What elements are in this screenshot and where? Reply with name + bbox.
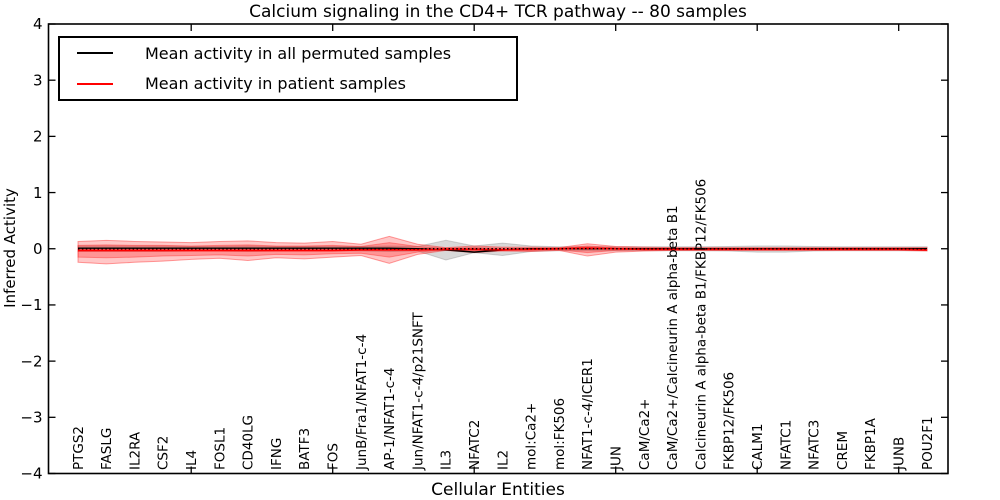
x-entity-label: IL4 [184,450,200,470]
y-tick-label: 0 [33,240,43,258]
x-entity-label: IFNG [269,438,285,470]
x-entity-label: mol:Ca2+ [524,403,540,470]
tick-layer [48,23,948,475]
x-entity-label: JUN [609,446,625,471]
x-entity-label: BATF3 [297,428,313,470]
x-entity-label: POU2F1 [920,416,936,470]
x-entity-label: CaM/Ca2+/Calcineurin A alpha-beta B1 [665,205,681,470]
legend: Mean activity in all permuted samples Me… [58,36,518,101]
x-entity-label: mol:FK506 [552,398,568,470]
legend-entry-permuted: Mean activity in all permuted samples [60,44,516,63]
y-tick-label: −2 [20,352,42,370]
legend-entry-patient: Mean activity in patient samples [60,74,516,93]
x-entity-label: AP-1/NFAT1-c-4 [382,368,398,471]
legend-line-permuted-icon [77,52,113,55]
x-entity-label: FKBP1A [863,417,879,470]
y-tick-label: −3 [20,409,42,427]
y-tick-label: 1 [33,184,43,202]
legend-label-permuted: Mean activity in all permuted samples [145,43,452,63]
line-layer [78,247,928,253]
line-patient-mean [78,247,928,252]
x-entity-label: CSF2 [156,436,172,470]
x-axis-label: Cellular Entities [431,480,565,500]
x-entity-label: NFATC1 [778,420,794,470]
legend-line-patient-icon [77,82,113,85]
x-entity-label: JUNB [892,437,908,471]
x-entity-label: Calcineurin A alpha-beta B1/FKBP12/FK506 [693,179,709,470]
x-entity-label: JunB/Fra1/NFAT1-c-4 [354,334,370,471]
x-entity-label: NFATC2 [467,420,483,470]
x-entity-label: FOS [326,443,342,470]
x-entity-label: IL2 [495,450,511,470]
x-entity-label: FASLG [99,428,115,470]
x-entity-label: CaM/Ca2+ [637,399,653,471]
y-tick-label: 4 [33,15,43,33]
x-entity-label: CD40LG [241,415,257,470]
chart-title: Calcium signaling in the CD4+ TCR pathwa… [249,2,747,22]
x-entity-label: IL3 [439,450,455,470]
y-tick-label: −4 [20,465,42,483]
x-entity-label: FKBP12/FK506 [722,372,738,470]
x-entity-label: Jun/NFAT1-c-4/p21SNFT [410,311,426,471]
y-tick-labels: 4 3 2 1 0 −1 −2 −3 −4 [20,15,42,483]
x-entity-label: NFAT1-c-4/ICER1 [580,358,596,470]
x-entity-labels: PTGS2 FASLG IL2RA CSF2 IL4 FOSL1 CD40LG IFNG BAT… [71,179,936,471]
y-tick-label: 2 [33,128,43,146]
x-entity-label: FOSL1 [212,427,228,470]
x-entity-label: CREM [835,431,851,470]
x-entity-label: IL2RA [127,431,143,470]
x-entity-label: CALM1 [750,424,766,470]
band-patient-samples-std-inner [77,242,928,259]
x-entity-label: PTGS2 [71,426,87,470]
y-tick-label: −1 [20,296,42,314]
y-tick-label: 3 [33,71,43,89]
legend-label-patient: Mean activity in patient samples [145,74,406,94]
y-axis-label: Inferred Activity [1,188,19,308]
x-entity-label: NFATC3 [807,420,823,470]
